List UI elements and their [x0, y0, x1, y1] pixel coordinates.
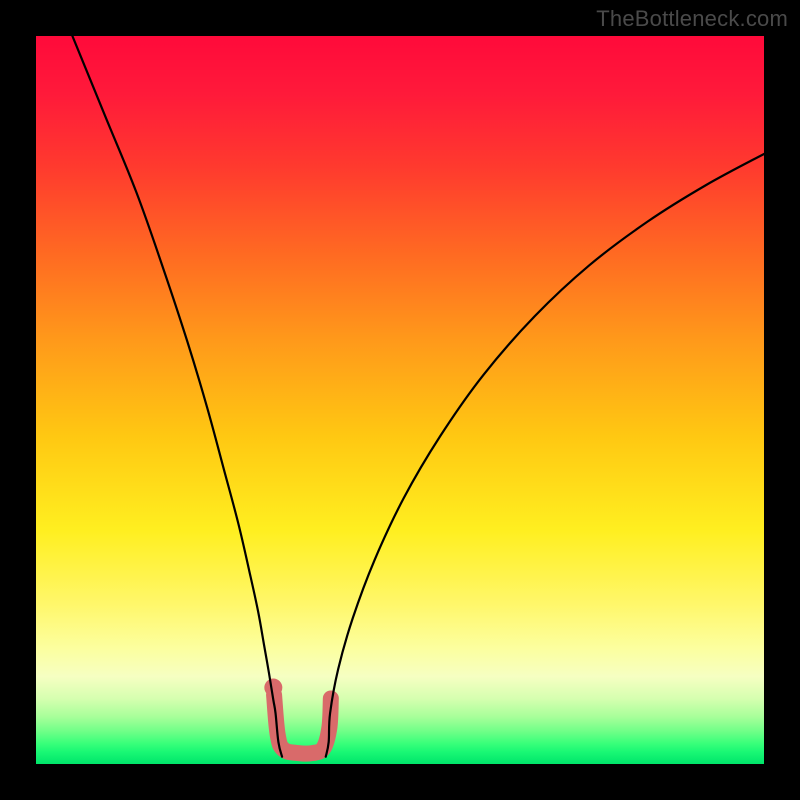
gradient-background [36, 36, 764, 764]
watermark-text: TheBottleneck.com [596, 6, 788, 32]
chart-stage: TheBottleneck.com [0, 0, 800, 800]
plot-frame [36, 36, 764, 764]
